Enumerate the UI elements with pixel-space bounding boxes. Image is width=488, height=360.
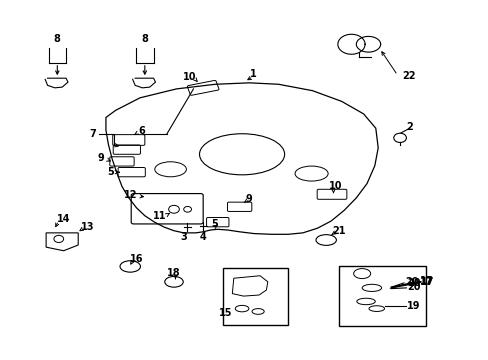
Text: 6: 6 [138,126,144,136]
Text: 20: 20 [405,277,418,287]
Text: 2: 2 [406,122,412,132]
Text: 22: 22 [401,71,415,81]
Bar [222,268,287,325]
Text: 1: 1 [249,68,256,78]
Text: 9: 9 [244,194,251,203]
Text: 17: 17 [419,277,433,287]
Text: 18: 18 [167,268,181,278]
Text: 3: 3 [180,232,187,242]
Text: 7: 7 [89,129,96,139]
Text: 17: 17 [420,277,433,287]
Text: 14: 14 [57,213,70,224]
Text: 4: 4 [200,232,206,242]
Text: 16: 16 [129,253,143,264]
Text: 15: 15 [219,308,232,318]
Text: 10: 10 [328,181,342,192]
Text: 8: 8 [54,34,61,44]
Text: 9: 9 [98,153,104,163]
Text: 5: 5 [107,167,114,177]
Text: 12: 12 [123,190,137,200]
Text: 13: 13 [81,222,95,232]
Text: 20: 20 [406,282,420,292]
Text: 8: 8 [141,34,148,44]
Text: 5: 5 [210,219,217,229]
Text: 21: 21 [332,226,346,236]
Text: 20: 20 [406,278,420,288]
Text: 17: 17 [419,276,433,286]
Text: 11: 11 [152,211,166,221]
Bar [339,266,425,326]
Text: 10: 10 [183,72,196,82]
Text: 19: 19 [406,301,420,311]
